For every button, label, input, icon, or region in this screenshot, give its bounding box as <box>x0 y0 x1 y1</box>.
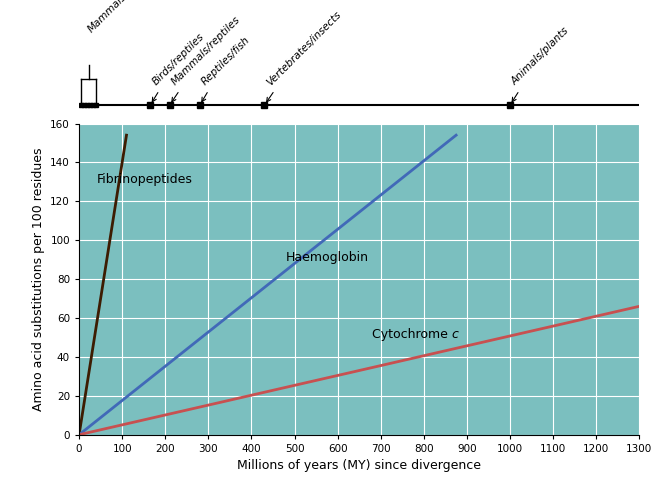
Y-axis label: Amino acid substitutions per 100 residues: Amino acid substitutions per 100 residue… <box>32 147 45 411</box>
Text: Vertebrates/insects: Vertebrates/insects <box>264 9 343 102</box>
Text: Birds/reptiles: Birds/reptiles <box>150 32 206 102</box>
Text: Mammals: Mammals <box>86 0 129 34</box>
Text: Reptiles/fish: Reptiles/fish <box>200 35 252 102</box>
Text: Cytochrome: Cytochrome <box>372 329 452 341</box>
X-axis label: Millions of years (MY) since divergence: Millions of years (MY) since divergence <box>237 459 481 472</box>
Text: Haemoglobin: Haemoglobin <box>286 250 369 264</box>
Text: Mammals/reptiles: Mammals/reptiles <box>169 15 242 102</box>
Text: c: c <box>451 329 458 341</box>
Text: Fibrinopeptides: Fibrinopeptides <box>96 173 192 186</box>
Text: Animals/plants: Animals/plants <box>510 26 571 102</box>
